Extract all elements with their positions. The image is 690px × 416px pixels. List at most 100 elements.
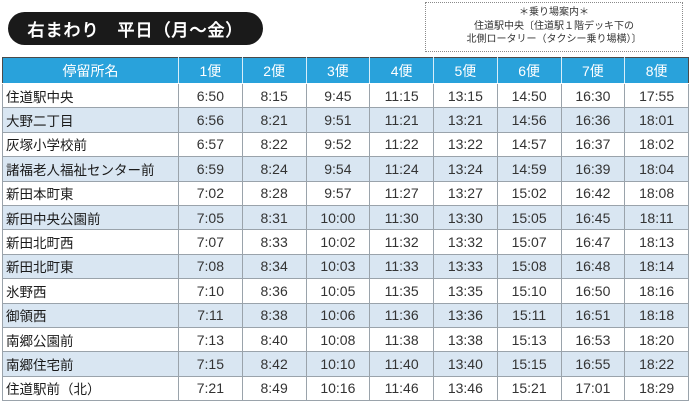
time-cell: 16:50 [560, 278, 626, 304]
time-cell: 15:15 [496, 351, 562, 377]
time-cell: 9:54 [305, 156, 371, 182]
timetable: 停留所名 1便 2便 3便 4便 5便 6便 7便 8便 住道駅中央 6:50 8:15 9:45 1… [2, 57, 689, 402]
time-cell: 13:32 [433, 229, 498, 255]
time-cell: 9:45 [305, 82, 371, 109]
time-cell: 7:07 [178, 229, 243, 255]
time-cell: 16:45 [560, 204, 626, 231]
time-cell: 18:13 [624, 229, 689, 255]
time-cell: 11:38 [369, 326, 434, 353]
stop-name-cell: 大野二丁目 [2, 107, 179, 133]
time-cell: 11:30 [369, 204, 434, 231]
time-cell: 16:42 [560, 180, 626, 206]
trip-header: 6便 [496, 57, 561, 84]
time-cell: 11:24 [369, 156, 434, 182]
route-title-badge: 右まわり 平日（月〜金） [8, 12, 263, 45]
time-cell: 8:21 [241, 107, 307, 133]
time-cell: 14:56 [496, 107, 562, 133]
stop-name-cell: 住道駅中央 [2, 82, 179, 109]
time-cell: 11:27 [369, 180, 434, 206]
time-cell: 14:57 [496, 131, 562, 158]
time-cell: 7:08 [178, 253, 243, 280]
time-cell: 8:34 [241, 253, 307, 280]
time-cell: 8:24 [241, 156, 307, 182]
trip-header: 1便 [178, 57, 243, 84]
time-cell: 13:38 [433, 326, 498, 353]
time-cell: 18:08 [624, 180, 689, 206]
table-row: 大野二丁目 6:56 8:21 9:51 11:21 13:21 14:56 16:36 18:… [2, 107, 689, 133]
time-cell: 18:01 [624, 107, 689, 133]
time-cell: 18:11 [624, 204, 689, 231]
table-row: 住道駅中央 6:50 8:15 9:45 11:15 13:15 14:50 16:30 17:… [2, 82, 689, 109]
time-cell: 16:37 [560, 131, 626, 158]
time-cell: 13:33 [433, 253, 498, 280]
time-cell: 13:40 [433, 351, 498, 377]
time-cell: 16:30 [560, 82, 626, 109]
time-cell: 18:18 [624, 302, 689, 328]
time-cell: 11:22 [369, 131, 434, 158]
trip-header: 7便 [560, 57, 625, 84]
table-row: 灰塚小学校前 6:57 8:22 9:52 11:22 13:22 14:57 16:37 18… [2, 131, 689, 158]
stop-name-cell: 住道駅前（北） [2, 375, 179, 402]
time-cell: 14:59 [496, 156, 562, 182]
time-cell: 13:27 [433, 180, 498, 206]
time-cell: 8:42 [241, 351, 307, 377]
time-cell: 15:11 [496, 302, 562, 328]
time-cell: 16:53 [560, 326, 626, 353]
time-cell: 13:36 [433, 302, 498, 328]
stop-name-cell: 新田北町西 [2, 229, 179, 255]
time-cell: 18:16 [624, 278, 689, 304]
time-cell: 13:22 [433, 131, 498, 158]
time-cell: 8:40 [241, 326, 307, 353]
time-cell: 15:08 [496, 253, 562, 280]
time-cell: 7:05 [178, 204, 243, 231]
time-cell: 8:28 [241, 180, 307, 206]
time-cell: 18:14 [624, 253, 689, 280]
time-cell: 9:57 [305, 180, 371, 206]
time-cell: 17:55 [624, 82, 689, 109]
time-cell: 14:50 [496, 82, 562, 109]
time-cell: 9:51 [305, 107, 371, 133]
stop-name-cell: 新田北町東 [2, 253, 179, 280]
trip-header: 5便 [433, 57, 498, 84]
time-cell: 11:40 [369, 351, 434, 377]
table-row: 諸福老人福祉センター前 6:59 8:24 9:54 11:24 13:24 14:59 16… [2, 156, 689, 182]
time-cell: 16:39 [560, 156, 626, 182]
time-cell: 11:33 [369, 253, 434, 280]
stop-name-cell: 諸福老人福祉センター前 [2, 156, 179, 182]
time-cell: 15:10 [496, 278, 562, 304]
time-cell: 11:36 [369, 302, 434, 328]
time-cell: 8:38 [241, 302, 307, 328]
time-cell: 17:01 [560, 375, 626, 402]
time-cell: 7:10 [178, 278, 243, 304]
table-row: 南郷公園前 7:13 8:40 10:08 11:38 13:38 15:13 16:53 18… [2, 326, 689, 353]
time-cell: 8:49 [241, 375, 307, 402]
trip-header: 3便 [305, 57, 370, 84]
time-cell: 15:02 [496, 180, 562, 206]
time-cell: 7:15 [178, 351, 243, 377]
time-cell: 11:46 [369, 375, 434, 402]
time-cell: 6:50 [178, 82, 243, 109]
time-cell: 11:32 [369, 229, 434, 255]
time-cell: 8:22 [241, 131, 307, 158]
time-cell: 13:15 [433, 82, 498, 109]
time-cell: 8:15 [241, 82, 307, 109]
time-cell: 16:51 [560, 302, 626, 328]
time-cell: 10:05 [305, 278, 371, 304]
boarding-info-line: 住道駅中央〔住道駅１階デッキ下の [474, 20, 634, 32]
time-cell: 10:06 [305, 302, 371, 328]
time-cell: 16:36 [560, 107, 626, 133]
time-cell: 8:36 [241, 278, 307, 304]
time-cell: 11:21 [369, 107, 434, 133]
time-cell: 10:10 [305, 351, 371, 377]
table-row: 新田北町東 7:08 8:34 10:03 11:33 13:33 15:08 16:48 18… [2, 253, 689, 280]
time-cell: 7:02 [178, 180, 243, 206]
time-cell: 16:55 [560, 351, 626, 377]
time-cell: 15:05 [496, 204, 562, 231]
stop-name-cell: 灰塚小学校前 [2, 131, 179, 158]
table-row: 御領西 7:11 8:38 10:06 11:36 13:36 15:11 16:51 18:1… [2, 302, 689, 328]
time-cell: 13:30 [433, 204, 498, 231]
stop-name-cell: 南郷住宅前 [2, 351, 179, 377]
table-row: 新田中央公園前 7:05 8:31 10:00 11:30 13:30 15:05 16:45… [2, 204, 689, 231]
boarding-info-heading: ＊乗り場案内＊ [519, 7, 589, 18]
